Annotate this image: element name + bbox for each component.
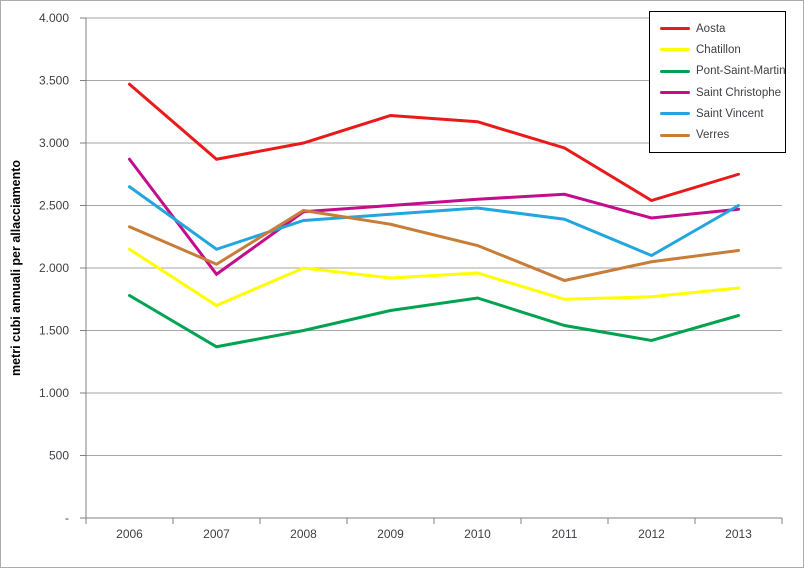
x-tick-label: 2012 — [638, 527, 665, 541]
legend-label: Chatillon — [696, 43, 741, 56]
legend-item-pont-saint-martin[interactable]: Pont-Saint-Martin — [660, 65, 785, 77]
x-tick-label: 2006 — [116, 527, 143, 541]
series-line-saint-vincent[interactable] — [128, 185, 740, 258]
legend-line-swatch — [660, 69, 690, 73]
y-tick-label: 500 — [49, 449, 69, 463]
y-tick-label: 3.500 — [39, 74, 69, 88]
series-line-saint-christophe[interactable] — [128, 157, 740, 277]
series-line-aosta[interactable] — [128, 82, 740, 203]
legend-line-swatch — [660, 112, 690, 116]
x-tick-label: 2013 — [725, 527, 752, 541]
y-tick-label: 1.000 — [39, 386, 69, 400]
x-tick-label: 2008 — [290, 527, 317, 541]
series-line-pont-saint-martin[interactable] — [128, 294, 740, 349]
legend-label: Saint Vincent — [696, 107, 764, 120]
x-tick-label: 2007 — [203, 527, 230, 541]
legend-label: Verres — [696, 129, 730, 142]
y-tick-label: 3.000 — [39, 136, 69, 150]
chart-legend: Aosta Chatillon Pont-Saint-Martin Saint Chr… — [649, 11, 786, 153]
x-tick-label: 2010 — [464, 527, 491, 541]
legend-item-aosta[interactable]: Aosta — [660, 23, 781, 35]
legend-label: Aosta — [696, 22, 726, 35]
legend-line-swatch — [660, 133, 690, 137]
legend-item-saint-christophe[interactable]: Saint Christophe — [660, 87, 781, 99]
x-tick-label: 2009 — [377, 527, 404, 541]
legend-label: Pont-Saint-Martin — [696, 65, 786, 78]
x-tick-label: 2011 — [552, 527, 578, 541]
legend-line-swatch — [660, 27, 690, 31]
y-axis-title: metri cubi annuali per allacciamento — [9, 159, 23, 377]
y-tick-label: 1.500 — [39, 324, 69, 338]
legend-line-swatch — [660, 91, 690, 95]
y-tick-label: 2.500 — [39, 199, 69, 213]
y-tick-label: 2.000 — [39, 261, 69, 275]
series-line-verres[interactable] — [128, 208, 740, 283]
legend-item-chatillon[interactable]: Chatillon — [660, 44, 781, 56]
series-line-chatillon[interactable] — [128, 247, 740, 308]
legend-label: Saint Christophe — [696, 86, 782, 99]
y-tick-label: - — [65, 511, 69, 525]
y-tick-label: 4.000 — [39, 11, 69, 25]
legend-item-verres[interactable]: Verres — [660, 129, 781, 141]
legend-line-swatch — [660, 48, 690, 52]
legend-item-saint-vincent[interactable]: Saint Vincent — [660, 108, 781, 120]
